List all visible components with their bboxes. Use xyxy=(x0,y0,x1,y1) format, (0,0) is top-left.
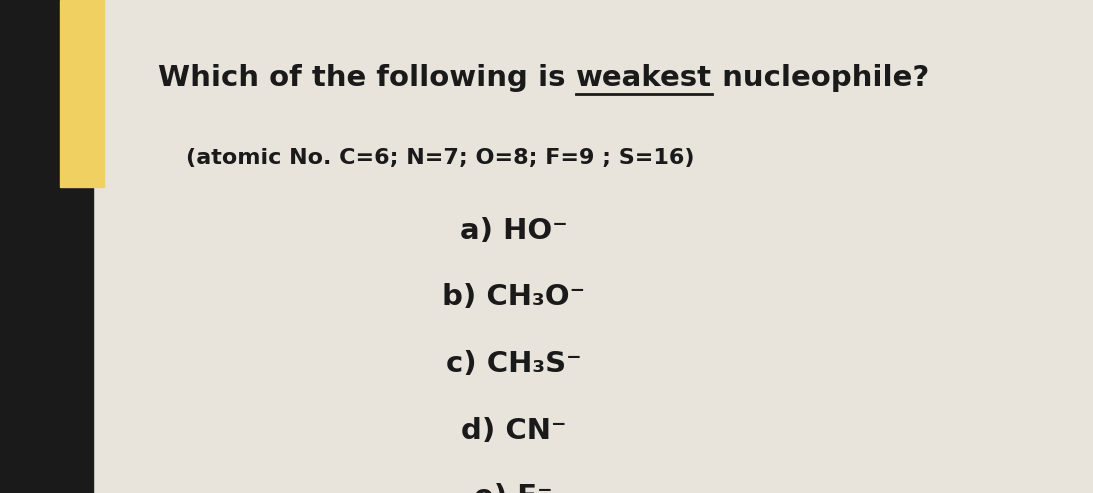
Text: e) F⁻: e) F⁻ xyxy=(474,483,553,493)
Text: nucleophile?: nucleophile? xyxy=(713,64,929,92)
Text: weakest: weakest xyxy=(576,64,713,92)
Text: b) CH₃O⁻: b) CH₃O⁻ xyxy=(443,283,585,312)
Text: a) HO⁻: a) HO⁻ xyxy=(460,217,567,245)
Text: Which of the following is: Which of the following is xyxy=(158,64,576,92)
Text: (atomic No. C=6; N=7; O=8; F=9 ; S=16): (atomic No. C=6; N=7; O=8; F=9 ; S=16) xyxy=(186,148,694,168)
Text: c) CH₃S⁻: c) CH₃S⁻ xyxy=(446,350,581,378)
Text: d) CN⁻: d) CN⁻ xyxy=(461,417,566,445)
